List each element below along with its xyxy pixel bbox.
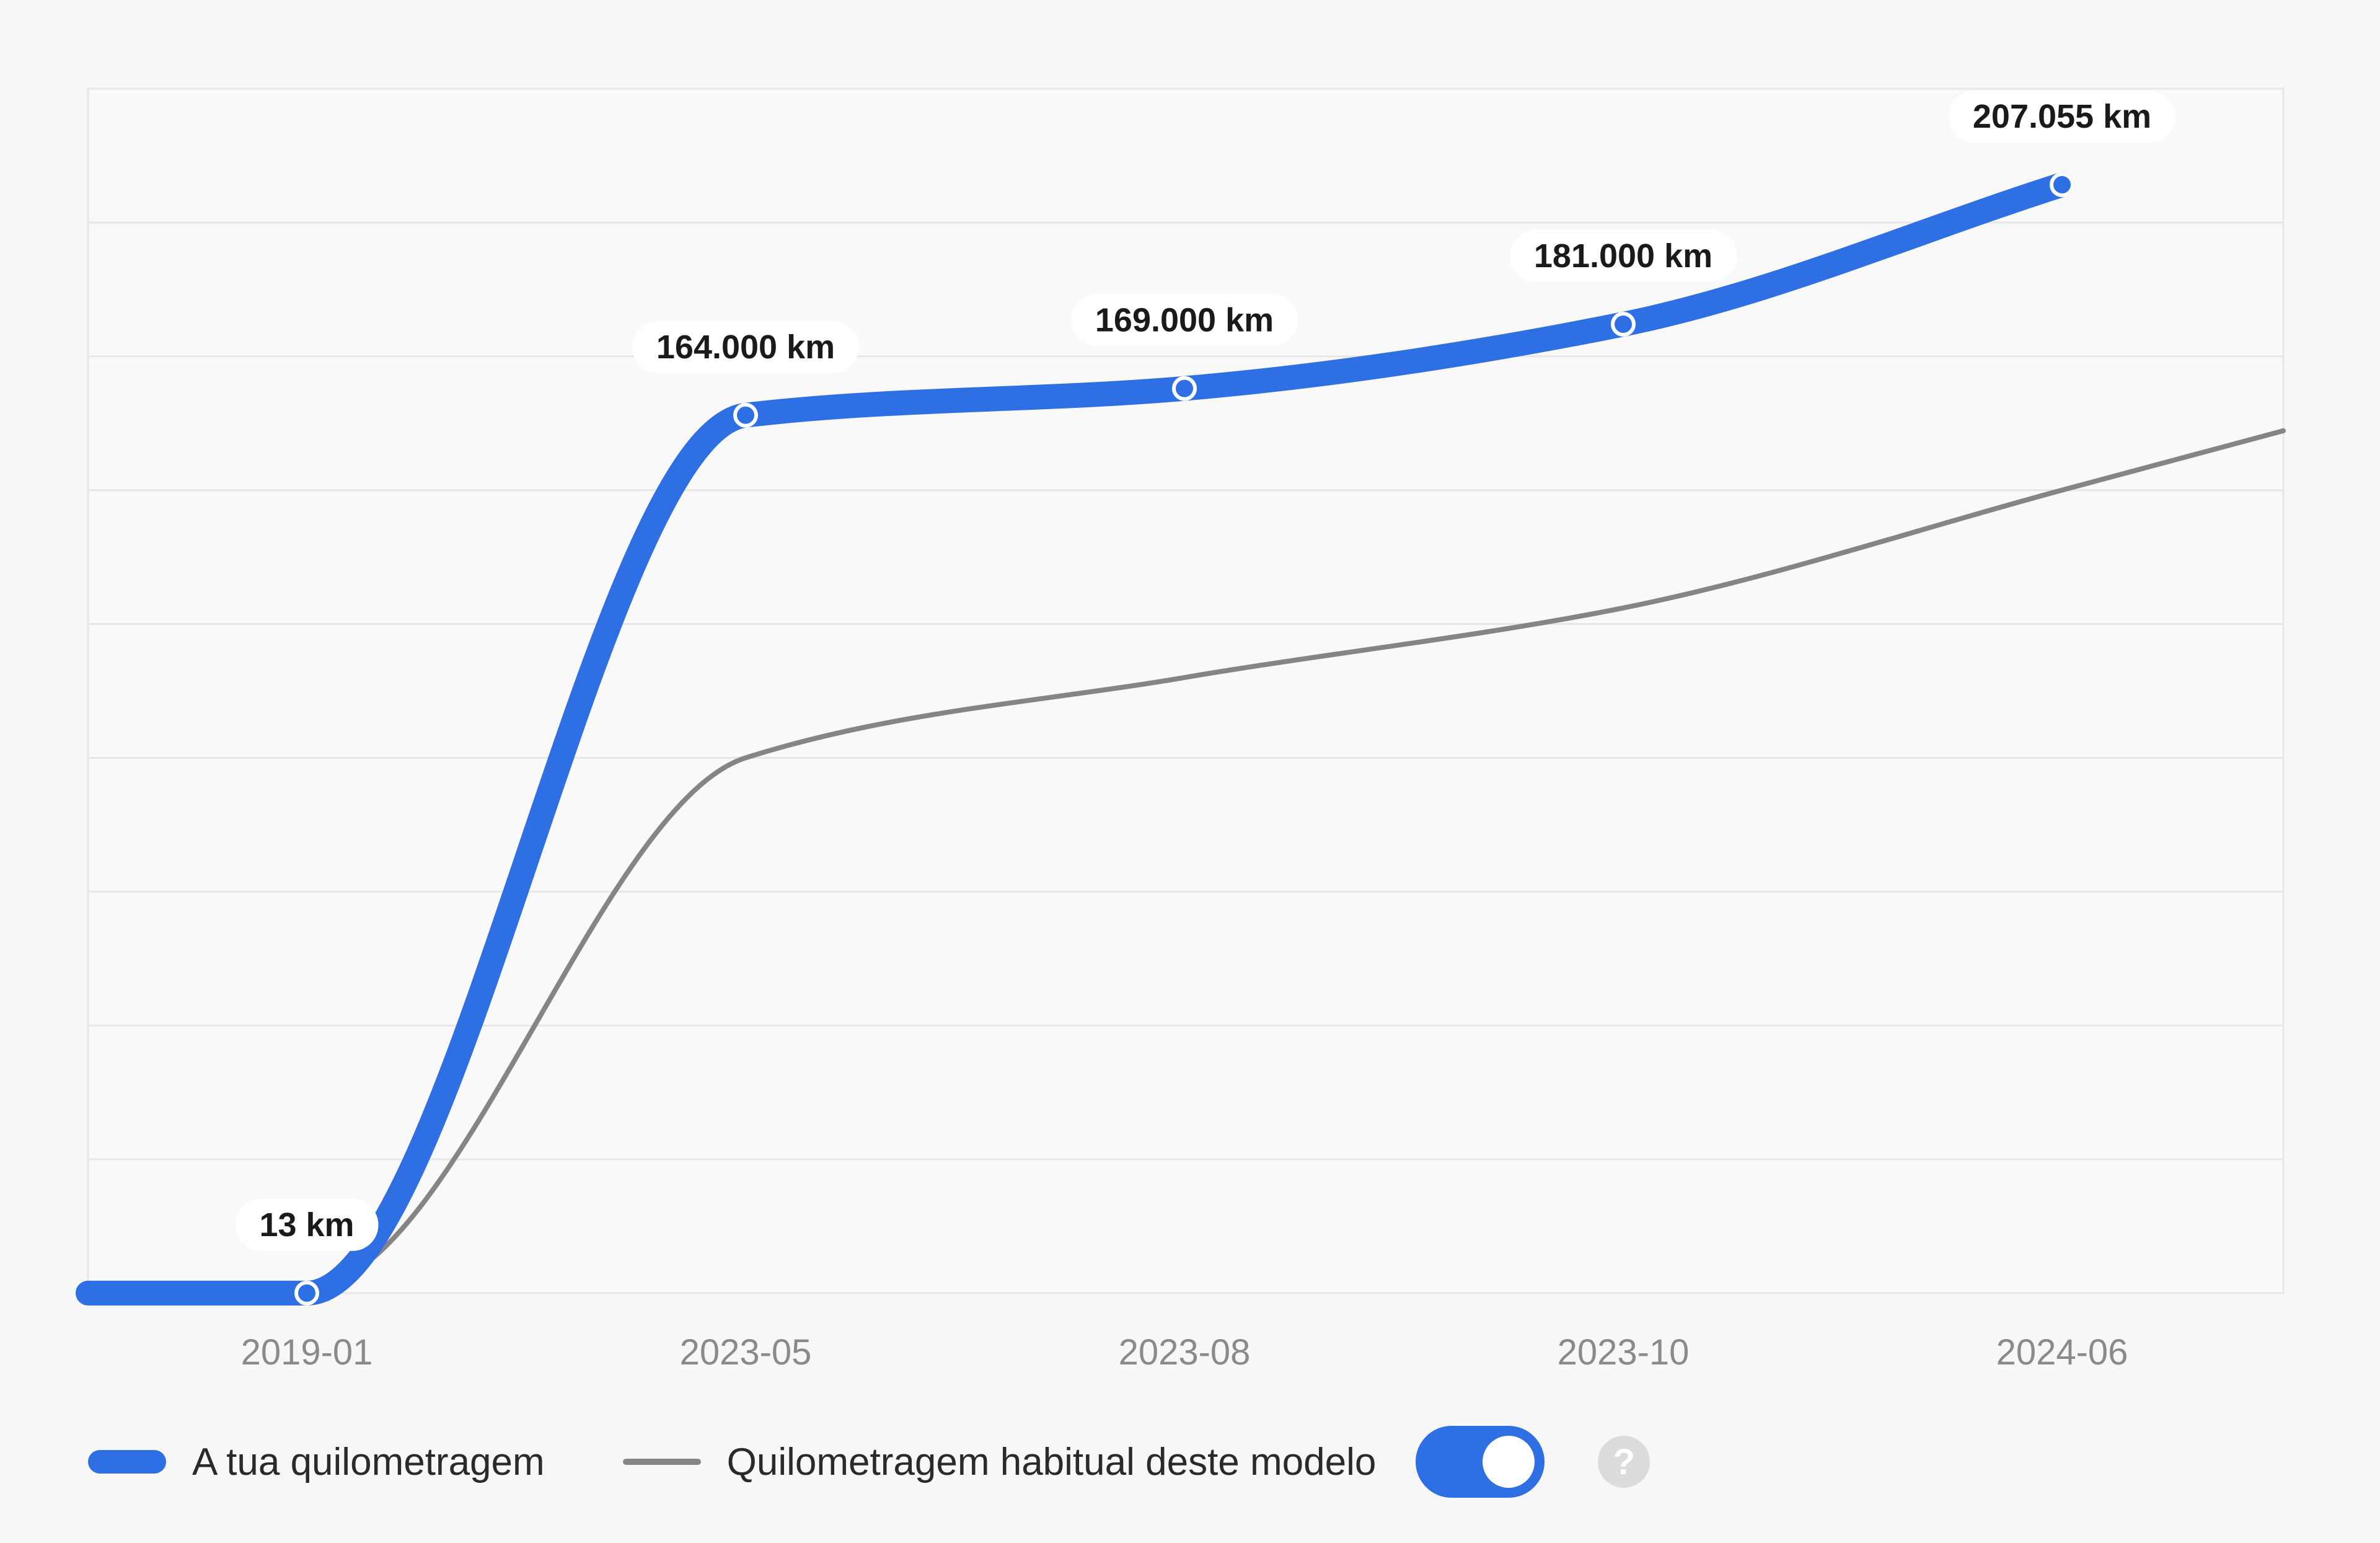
data-label-background	[1071, 294, 1298, 347]
data-label-text: 13 km	[259, 1206, 354, 1244]
legend-item-average: Quilometragem habitual deste modelo	[545, 1440, 1377, 1484]
plot-area	[87, 87, 2285, 1294]
user-data-point	[1172, 376, 1197, 401]
x-tick-label: 2023-05	[680, 1332, 812, 1373]
data-label: 181.000 km	[1510, 229, 1737, 282]
legend-label-user: A tua quilometragem	[192, 1440, 545, 1483]
data-label-background	[1510, 229, 1737, 282]
x-tick-label: 2023-10	[1558, 1332, 1690, 1373]
data-label: 13 km	[235, 1198, 379, 1251]
data-label: 169.000 km	[1071, 294, 1298, 347]
user-data-point	[294, 1280, 319, 1306]
data-label-background	[632, 321, 859, 373]
legend-swatch-user	[88, 1450, 166, 1474]
user-data-point	[1611, 311, 1636, 337]
data-label-text: 207.055 km	[1973, 98, 2151, 135]
data-label-text: 164.000 km	[656, 329, 835, 366]
user-series-line	[76, 172, 2074, 1306]
user-data-point	[2050, 172, 2074, 197]
legend-item-user: A tua quilometragem	[88, 1440, 545, 1484]
x-tick-label: 2019-01	[241, 1332, 373, 1373]
data-label-background	[235, 1198, 379, 1251]
x-tick-label: 2023-08	[1119, 1332, 1251, 1373]
legend: A tua quilometragem Quilometragem habitu…	[88, 1425, 1651, 1499]
data-label: 164.000 km	[632, 321, 859, 373]
legend-swatch-average	[622, 1459, 701, 1465]
user-data-point	[733, 402, 758, 428]
legend-label-average: Quilometragem habitual deste modelo	[726, 1440, 1377, 1483]
x-tick-label: 2024-06	[1996, 1332, 2128, 1373]
toggle-knob	[1483, 1436, 1535, 1488]
help-icon[interactable]: ?	[1598, 1436, 1651, 1488]
average-series-line	[86, 428, 2286, 1291]
data-label: 207.055 km	[1949, 90, 2175, 143]
average-line-toggle[interactable]	[1416, 1426, 1545, 1498]
data-label-text: 181.000 km	[1534, 237, 1712, 275]
data-label-text: 169.000 km	[1095, 302, 1274, 339]
help-icon-symbol: ?	[1613, 1441, 1636, 1482]
data-label-background	[1949, 90, 2175, 143]
